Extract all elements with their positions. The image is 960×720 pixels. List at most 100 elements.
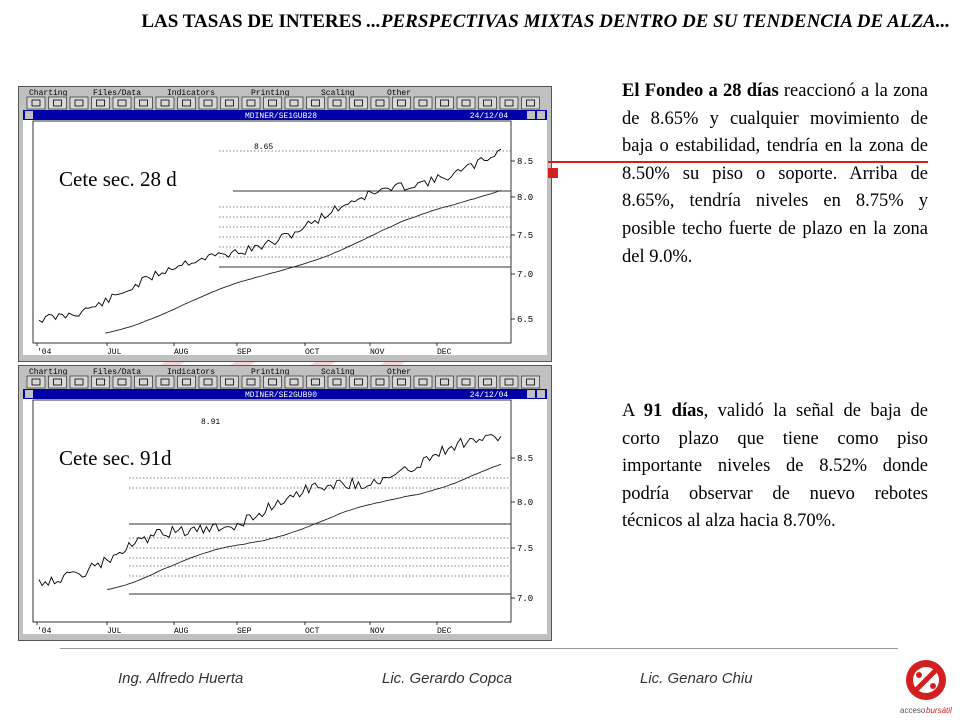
maximize-icon[interactable] — [537, 390, 545, 398]
toolbar-glyph-icon — [225, 99, 234, 107]
toolbar-glyph-icon — [160, 378, 170, 386]
toolbar-button[interactable] — [370, 96, 390, 110]
toolbar-button[interactable] — [284, 375, 304, 389]
toolbar-button[interactable] — [349, 96, 368, 110]
footer-author-1: Ing. Alfredo Huerta — [118, 670, 244, 687]
toolbar-button[interactable] — [327, 96, 347, 110]
y-tick-label: 7.5 — [517, 544, 533, 554]
chart-label: Cete sec. 91d — [59, 446, 172, 470]
toolbar-button[interactable] — [327, 375, 347, 389]
toolbar-glyph-icon — [139, 99, 148, 107]
toolbar-button[interactable] — [478, 96, 497, 110]
toolbar-button[interactable] — [306, 375, 325, 389]
toolbar-glyph-icon — [182, 378, 191, 386]
chart-title-bar — [23, 389, 547, 399]
toolbar-glyph-icon — [311, 99, 320, 107]
maximize-icon[interactable] — [537, 111, 545, 119]
chart-window-91d[interactable]: Charting Files/Data Indicators Printing Scal… — [18, 365, 552, 641]
minimize-icon[interactable] — [527, 390, 535, 398]
toolbar-button[interactable] — [198, 96, 218, 110]
toolbar-button[interactable] — [26, 375, 46, 389]
toolbar-button[interactable] — [263, 96, 282, 110]
chart-window-28d[interactable]: Charting Files/Data Indicators Printing Scal… — [18, 86, 552, 362]
toolbar-button[interactable] — [413, 375, 433, 389]
toolbar-button[interactable] — [112, 375, 132, 389]
toolbar-button[interactable] — [177, 375, 196, 389]
toolbar-button[interactable] — [263, 375, 282, 389]
toolbar-button[interactable] — [413, 96, 433, 110]
system-menu-icon[interactable] — [25, 390, 33, 398]
toolbar-button[interactable] — [48, 96, 67, 110]
y-tick-label: 8.0 — [517, 498, 533, 508]
system-menu-icon[interactable] — [25, 111, 33, 119]
menu-bar — [19, 366, 551, 375]
toolbar-button[interactable] — [155, 375, 175, 389]
toolbar-button[interactable] — [349, 375, 368, 389]
toolbar-button[interactable] — [91, 375, 110, 389]
toolbar-button[interactable] — [48, 375, 67, 389]
toolbar-button[interactable] — [392, 96, 411, 110]
x-tick-label: AUG — [174, 348, 189, 357]
chart-91d: Charting Files/Data Indicators Printing Scal… — [19, 366, 551, 638]
toolbar-glyph-icon — [289, 378, 299, 386]
toolbar-glyph-icon — [268, 378, 277, 386]
toolbar-button[interactable] — [69, 375, 89, 389]
toolbar-button[interactable] — [241, 96, 261, 110]
toolbar-button[interactable] — [220, 375, 239, 389]
toolbar-button[interactable] — [241, 375, 261, 389]
plot-frame — [32, 399, 512, 623]
commentary-91d-bold: 91 días — [643, 401, 704, 421]
toolbar-glyph-icon — [375, 99, 385, 107]
y-tick-label: 8.5 — [517, 157, 533, 167]
x-tick-label: '04 — [37, 627, 52, 636]
logo-text-a: acceso — [900, 706, 926, 715]
menu-item-other: Other — [387, 89, 411, 98]
toolbar-glyph-icon — [246, 99, 256, 107]
toolbar-button[interactable] — [220, 96, 239, 110]
toolbar-glyph-icon — [268, 99, 277, 107]
toolbar-button[interactable] — [521, 375, 540, 389]
x-tick-label: DEC — [437, 627, 452, 636]
toolbar-button[interactable] — [134, 96, 153, 110]
toolbar-glyph-icon — [397, 378, 406, 386]
toolbar-button[interactable] — [456, 96, 476, 110]
toolbar-button[interactable] — [284, 96, 304, 110]
toolbar-button[interactable] — [155, 96, 175, 110]
toolbar-glyph-icon — [203, 99, 213, 107]
toolbar-glyph-icon — [182, 99, 191, 107]
x-tick-label: DEC — [437, 348, 452, 357]
toolbar-button[interactable] — [91, 96, 110, 110]
toolbar-button[interactable] — [69, 96, 89, 110]
menu-item-filesdata: Files/Data — [93, 368, 141, 377]
x-tick-label: OCT — [305, 627, 320, 636]
toolbar-button[interactable] — [370, 375, 390, 389]
title-rest: ...PERSPECTIVAS MIXTAS DENTRO DE SU TEND… — [361, 11, 950, 32]
toolbar-glyph-icon — [96, 99, 105, 107]
toolbar-button[interactable] — [435, 375, 454, 389]
commentary-91d-pre: A — [622, 401, 644, 421]
toolbar-button[interactable] — [521, 96, 540, 110]
toolbar-button[interactable] — [478, 375, 497, 389]
toolbar-button[interactable] — [112, 96, 132, 110]
minimize-icon[interactable] — [527, 111, 535, 119]
toolbar-glyph-icon — [526, 99, 535, 107]
commentary-91d: A 91 días, validó la señal de baja de co… — [622, 398, 928, 536]
moving-average-line — [107, 463, 502, 590]
toolbar-button[interactable] — [306, 96, 325, 110]
toolbar-button[interactable] — [456, 375, 476, 389]
menu-item-other: Other — [387, 368, 411, 377]
toolbar-button[interactable] — [499, 375, 519, 389]
toolbar-button[interactable] — [177, 96, 196, 110]
toolbar-button[interactable] — [198, 375, 218, 389]
menu-bar — [19, 87, 551, 96]
toolbar-button[interactable] — [499, 96, 519, 110]
toolbar-button[interactable] — [26, 96, 46, 110]
toolbar-button[interactable] — [392, 375, 411, 389]
toolbar-glyph-icon — [117, 378, 127, 386]
acceso-bursatil-logo: acceso bursátil — [900, 660, 952, 715]
toolbar-glyph-icon — [397, 99, 406, 107]
x-tick-label: JUL — [107, 627, 122, 636]
toolbar-button[interactable] — [134, 375, 153, 389]
x-tick-label: JUL — [107, 348, 122, 357]
toolbar-button[interactable] — [435, 96, 454, 110]
